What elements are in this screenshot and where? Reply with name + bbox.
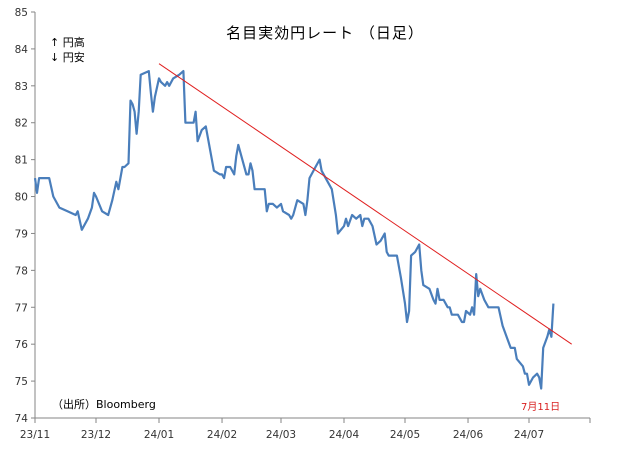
- y-tick-label: 74: [15, 413, 29, 425]
- y-tick-label: 79: [15, 228, 28, 240]
- x-tick-label: 24/01: [144, 429, 174, 441]
- x-tick-label: 24/05: [390, 429, 420, 441]
- y-tick-label: 81: [15, 155, 28, 167]
- legend-yen-strong: ↑ 円高: [50, 36, 85, 49]
- y-ticks: 74 75 76 77 78 79 80 81 82 83 84 85: [15, 7, 35, 425]
- x-tick-label: 24/04: [329, 429, 360, 441]
- y-tick-label: 82: [15, 118, 28, 130]
- x-tick-label: 23/12: [81, 429, 111, 441]
- y-tick-label: 80: [15, 192, 28, 204]
- x-tick-label: 24/02: [207, 429, 237, 441]
- y-tick-label: 84: [15, 44, 29, 56]
- x-tick-label: 24/03: [266, 429, 296, 441]
- source-note: （出所）Bloomberg: [52, 398, 156, 411]
- exchange-rate-line: [33, 69, 555, 390]
- y-tick-label: 76: [15, 339, 29, 351]
- y-tick-label: 75: [15, 376, 28, 388]
- chart-title: 名目実効円レート （日足）: [226, 24, 424, 42]
- y-tick-label: 78: [15, 265, 28, 277]
- trendline: [158, 63, 572, 345]
- x-tick-label: 23/11: [20, 429, 50, 441]
- y-tick-label: 83: [15, 81, 28, 93]
- x-ticks: 23/11 23/12 24/01 24/02 24/03 24/04 24/05 24/06…: [20, 418, 591, 441]
- date-annotation: 7月11日: [521, 402, 561, 413]
- y-tick-label: 77: [15, 302, 28, 314]
- x-tick-label: 24/06: [453, 429, 484, 441]
- y-tick-label: 85: [15, 7, 28, 19]
- legend-yen-weak: ↓ 円安: [50, 51, 85, 64]
- x-tick-label: 24/07: [514, 429, 544, 441]
